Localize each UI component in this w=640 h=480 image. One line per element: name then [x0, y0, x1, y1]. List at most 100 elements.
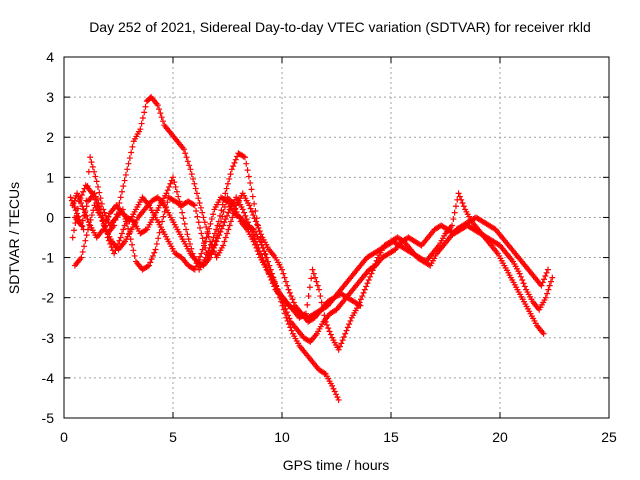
data-point	[538, 282, 545, 289]
data-point	[346, 321, 353, 328]
data-point	[95, 183, 102, 190]
data-point	[121, 211, 128, 218]
data-point	[83, 203, 90, 210]
y-tick-label: 0	[46, 209, 54, 225]
data-point	[76, 216, 83, 223]
data-point	[185, 236, 192, 243]
data-point	[120, 183, 127, 190]
data-point	[97, 210, 104, 217]
data-point	[360, 289, 367, 296]
data-point	[217, 218, 224, 225]
data-point	[116, 237, 123, 244]
data-point	[215, 228, 222, 235]
data-point	[118, 188, 125, 195]
data-point	[417, 241, 424, 248]
data-point	[71, 227, 78, 234]
data-point	[227, 218, 234, 225]
data-point	[101, 222, 108, 229]
data-point	[314, 282, 321, 289]
data-point	[520, 280, 527, 287]
data-point	[544, 290, 551, 297]
data-point	[335, 396, 342, 403]
data-point	[221, 204, 228, 211]
data-point	[344, 324, 351, 331]
data-point	[191, 202, 198, 209]
data-point	[151, 249, 158, 256]
data-point	[188, 171, 195, 178]
data-point	[541, 276, 548, 283]
data-point	[153, 240, 160, 247]
data-point	[81, 243, 88, 250]
data-point	[163, 190, 170, 197]
y-tick-label: 3	[46, 89, 54, 105]
data-point	[84, 183, 91, 190]
data-point	[286, 289, 293, 296]
data-point	[152, 246, 159, 253]
data-point	[157, 224, 164, 231]
data-point	[225, 226, 232, 233]
data-point	[85, 168, 92, 175]
data-point	[163, 204, 170, 211]
data-point	[83, 232, 90, 239]
data-point	[544, 266, 551, 273]
data-point	[310, 270, 317, 277]
data-point	[76, 198, 83, 205]
data-point	[304, 301, 311, 308]
data-point	[359, 293, 366, 300]
data-point	[154, 102, 161, 109]
data-point	[195, 195, 202, 202]
data-point	[313, 278, 320, 285]
data-point	[138, 120, 145, 127]
data-point	[191, 180, 198, 187]
data-point	[197, 224, 204, 231]
data-point	[542, 273, 549, 280]
data-point	[334, 394, 341, 401]
data-point	[231, 202, 238, 209]
data-point	[155, 235, 162, 242]
data-point	[236, 215, 243, 222]
data-point	[131, 252, 138, 259]
data-point	[148, 256, 155, 263]
data-point	[123, 220, 130, 227]
data-point	[122, 171, 129, 178]
data-point	[153, 195, 160, 202]
data-point	[78, 254, 85, 261]
data-point	[241, 209, 248, 216]
data-point	[254, 248, 261, 255]
data-point	[231, 159, 238, 166]
data-point	[84, 216, 91, 223]
data-point	[184, 231, 191, 238]
data-markers	[67, 94, 556, 403]
data-point	[233, 208, 240, 215]
data-point	[127, 236, 134, 243]
data-point	[301, 311, 308, 318]
data-point	[167, 180, 174, 187]
data-point	[74, 190, 81, 197]
data-point	[146, 262, 153, 269]
data-point	[302, 310, 309, 317]
data-point	[305, 293, 312, 300]
data-point	[72, 207, 79, 214]
data-point	[361, 286, 368, 293]
x-tick-label: 10	[274, 429, 290, 445]
data-point	[86, 221, 93, 228]
data-point	[80, 188, 87, 195]
data-point	[88, 212, 95, 219]
data-point	[170, 174, 176, 181]
data-point	[283, 309, 290, 316]
data-point	[279, 266, 285, 273]
data-point	[207, 220, 214, 227]
data-point	[452, 203, 459, 210]
data-point	[71, 204, 78, 211]
data-point	[205, 233, 212, 240]
data-point	[252, 208, 259, 215]
data-point	[255, 251, 262, 258]
data-point	[244, 219, 251, 226]
data-point	[221, 219, 228, 226]
data-point	[70, 200, 77, 207]
data-point	[232, 156, 239, 163]
y-tick-label: -2	[42, 290, 55, 306]
data-point	[327, 331, 334, 338]
data-point	[339, 337, 346, 344]
